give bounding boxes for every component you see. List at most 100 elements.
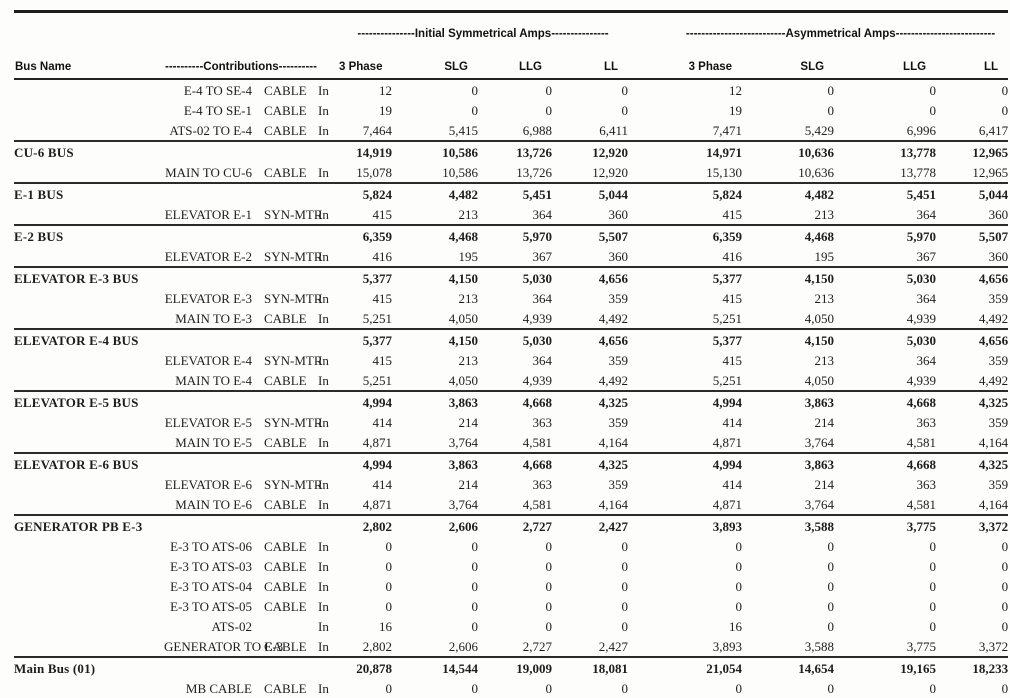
amps-value-1: 0: [471, 619, 479, 634]
contribution-direction-cell: In: [318, 207, 329, 222]
amps-value-2: 0: [545, 539, 553, 554]
bus-total-value-7: 4,325: [936, 452, 1009, 474]
amps-value-2: 0: [545, 83, 553, 98]
bus-total-value-4: 4,994: [628, 452, 743, 474]
bus-indent-cell: [14, 556, 164, 576]
bus-indent-cell: [14, 246, 164, 267]
col-header-sym-ll: LL: [552, 42, 629, 80]
amps-value-7: 12,965: [972, 165, 1009, 180]
bus-total-value-1: 4,482: [392, 182, 478, 204]
amps-value-5: 0: [827, 619, 835, 634]
amps-value-3: 360: [608, 249, 629, 264]
bus-total-value-5: 4,150: [742, 266, 835, 288]
amps-value-3: 6,411: [599, 123, 629, 138]
bus-total-value-2: 5,030: [478, 328, 552, 350]
amps-value-3: 0: [621, 619, 629, 634]
bus-total-row: ELEVATOR E-4 BUS 5,377 4,150 5,030 4,656 5,37…: [14, 328, 1009, 350]
contribution-direction-cell: In: [318, 291, 329, 306]
amps-value-0: 4,871: [362, 497, 392, 512]
bus-name: E-2 BUS: [14, 224, 338, 246]
amps-value-3: 4,164: [598, 435, 629, 450]
contribution-type-cell: SYN-MTR: [264, 291, 323, 306]
contribution-row: ELEVATOR E-2 SYN-MTR In 416 195 367 360 416 195 3…: [14, 246, 1008, 267]
amps-value-7: 0: [1001, 579, 1009, 594]
amps-value-1: 10,586: [442, 165, 478, 180]
contribution-row: E-4 TO SE-1 CABLE In 19 0 0 0 19 0 0 0: [14, 100, 1008, 120]
contribution-name-cell: GENERATOR TO E-3: [164, 639, 284, 654]
amps-value-1: 0: [471, 579, 479, 594]
contribution-row: MAIN TO E-4 CABLE In 5,251 4,050 4,939 4,492 5,…: [14, 370, 1008, 391]
bus-total-value-7: 4,656: [936, 328, 1009, 350]
contribution-direction-cell: In: [318, 619, 329, 634]
amps-value-0: 0: [385, 539, 393, 554]
asymmetrical-amps-header: --------------------------Asymmetrical A…: [685, 28, 996, 40]
bus-total-value-5: 10,636: [742, 140, 835, 162]
amps-value-0: 415: [372, 207, 393, 222]
bus-name: ELEVATOR E-3 BUS: [14, 266, 338, 288]
col-header-asym-llg: LLG: [834, 42, 937, 80]
contribution-row: MAIN TO E-3 CABLE In 5,251 4,050 4,939 4,492 5,…: [14, 308, 1008, 329]
amps-value-1: 213: [458, 353, 479, 368]
contribution-direction-cell: In: [318, 123, 329, 138]
amps-value-4: 4,871: [712, 435, 743, 450]
contribution-type-cell: CABLE: [264, 103, 307, 118]
col-header-sym-llg: LLG: [478, 42, 552, 80]
bus-total-value-1: 4,468: [392, 224, 478, 246]
contribution-name-cell: E-3 TO ATS-06: [170, 539, 252, 554]
initial-symmetrical-amps-header: ---------------Initial Symmetrical Amps-…: [357, 28, 609, 40]
bus-total-value-1: 3,863: [392, 390, 478, 412]
amps-value-5: 0: [827, 559, 835, 574]
bus-total-value-4: 4,994: [628, 390, 743, 412]
bus-total-value-5: 3,863: [742, 452, 835, 474]
bus-total-value-6: 19,165: [834, 656, 937, 678]
contribution-direction-cell: In: [318, 165, 329, 180]
amps-value-2: 4,939: [522, 311, 552, 326]
amps-value-6: 367: [916, 249, 937, 264]
contribution-name-cell: E-4 TO SE-1: [183, 103, 252, 118]
contribution-direction-cell: In: [318, 497, 329, 512]
bus-total-value-3: 2,427: [552, 514, 629, 536]
bus-total-value-1: 3,863: [392, 452, 478, 474]
bus-name: E-1 BUS: [14, 182, 338, 204]
amps-value-3: 4,492: [598, 373, 629, 388]
contribution-type-cell: CABLE: [264, 599, 307, 614]
contribution-name-cell: E-4 TO SE-4: [183, 83, 252, 98]
bus-total-value-7: 18,233: [936, 656, 1009, 678]
bus-total-value-4: 14,971: [628, 140, 743, 162]
amps-value-4: 7,471: [712, 123, 743, 138]
amps-value-4: 5,251: [712, 311, 743, 326]
bus-indent-cell: [14, 204, 164, 225]
amps-value-0: 0: [385, 681, 393, 696]
contribution-type-cell: [252, 616, 318, 636]
bus-total-value-3: 4,656: [552, 328, 629, 350]
contribution-type-cell: CABLE: [264, 83, 307, 98]
amps-value-7: 4,492: [978, 373, 1009, 388]
bus-name: Main Bus (01): [14, 656, 338, 678]
col-header-asym-3phase: 3 Phase: [628, 42, 743, 80]
bus-total-value-0: 2,802: [338, 514, 392, 536]
amps-value-4: 415: [722, 291, 743, 306]
col-header-sym-slg: SLG: [392, 42, 478, 80]
amps-value-6: 0: [929, 619, 937, 634]
amps-value-1: 0: [471, 83, 479, 98]
bus-total-value-1: 4,150: [392, 266, 478, 288]
amps-value-2: 6,988: [522, 123, 552, 138]
amps-value-0: 414: [372, 415, 393, 430]
amps-value-1: 195: [458, 249, 479, 264]
contribution-name-cell: E-3 TO ATS-05: [170, 599, 252, 614]
amps-value-6: 0: [929, 103, 937, 118]
bus-total-value-2: 2,727: [478, 514, 552, 536]
amps-value-6: 0: [929, 559, 937, 574]
bus-total-value-6: 5,451: [834, 182, 937, 204]
bus-total-value-4: 21,054: [628, 656, 743, 678]
bus-total-value-7: 3,372: [936, 514, 1009, 536]
amps-value-7: 3,372: [978, 639, 1009, 654]
contribution-type-cell: CABLE: [264, 539, 307, 554]
contribution-direction-cell: In: [318, 435, 329, 450]
bus-total-value-2: 4,668: [478, 452, 552, 474]
contribution-name-cell: ELEVATOR E-1: [164, 207, 252, 222]
bus-indent-cell: [14, 288, 164, 308]
amps-value-2: 13,726: [516, 165, 552, 180]
bus-total-value-1: 4,150: [392, 328, 478, 350]
amps-value-2: 363: [532, 415, 553, 430]
